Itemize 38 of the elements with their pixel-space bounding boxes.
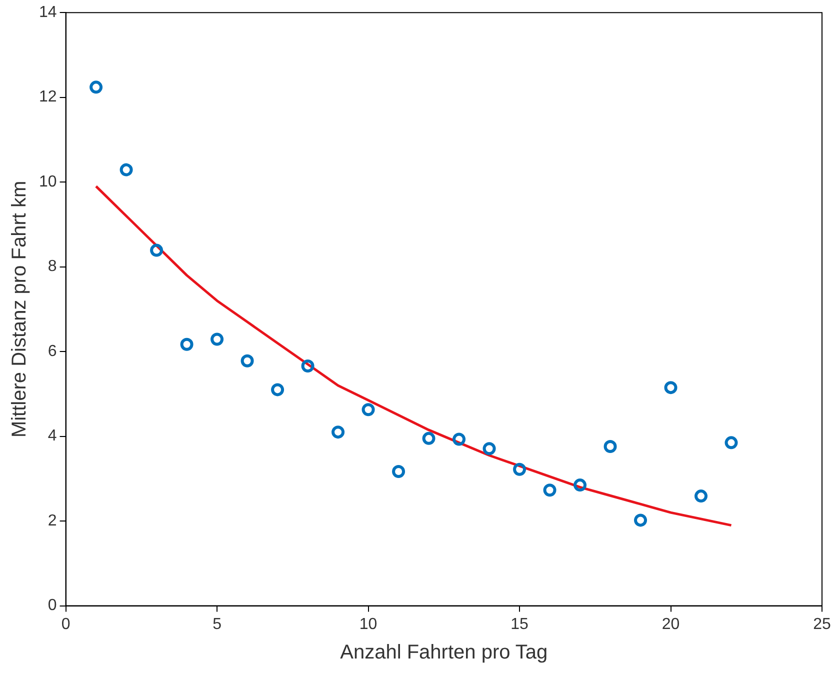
point — [543, 484, 556, 497]
y-tick-label: 0 — [48, 597, 57, 614]
point — [724, 436, 738, 450]
point — [574, 478, 587, 492]
point — [482, 442, 496, 456]
x-tick-label: 15 — [510, 616, 529, 633]
point — [513, 462, 526, 476]
point — [604, 440, 617, 453]
point — [422, 432, 436, 445]
y-tick-label: 12 — [39, 88, 57, 106]
y-tick-label: 8 — [48, 258, 57, 276]
point — [271, 383, 284, 396]
y-tick-label: 10 — [39, 173, 57, 190]
point — [664, 381, 678, 394]
point — [210, 332, 224, 346]
point — [362, 403, 375, 416]
point — [150, 244, 164, 257]
x-tick-label: 5 — [212, 616, 222, 633]
point — [90, 80, 103, 94]
point — [634, 514, 648, 527]
point — [301, 359, 314, 372]
point — [392, 464, 406, 478]
point — [120, 163, 133, 176]
point — [694, 490, 708, 503]
y-tick-label: 4 — [48, 428, 57, 445]
x-tick-label: 0 — [61, 616, 70, 633]
point — [240, 354, 254, 368]
x-tick-label: 10 — [359, 616, 378, 633]
point — [180, 338, 194, 351]
x-axis-title: Anzahl Fahrten pro Tag — [340, 642, 548, 664]
point — [332, 426, 345, 439]
y-tick-label: 6 — [48, 342, 57, 360]
x-tick-label: 25 — [813, 616, 831, 633]
x-tick-label: 20 — [662, 616, 680, 633]
point — [452, 432, 466, 446]
y-tick-label: 14 — [39, 4, 57, 22]
y-tick-label: 2 — [48, 512, 57, 530]
y-axis-title: Mittlere Distanz pro Fahrt km — [8, 180, 31, 438]
